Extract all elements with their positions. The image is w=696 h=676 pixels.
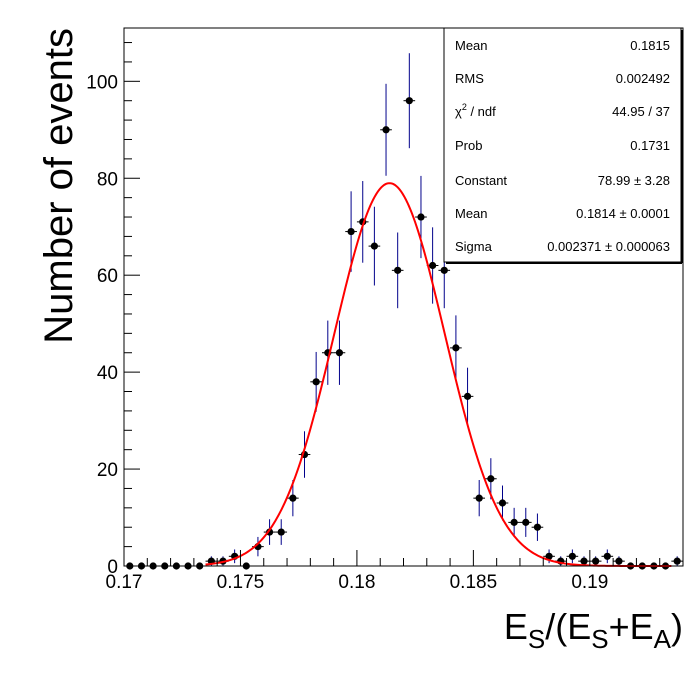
y-tick-label: 40 — [97, 363, 118, 384]
x-axis-title: ES/(ES+EA) — [504, 606, 683, 654]
data-point — [310, 351, 322, 412]
stats-label-fit-mean: Mean — [455, 206, 488, 221]
y-tick-label: 20 — [97, 460, 118, 481]
y-tick-label: 60 — [97, 266, 118, 287]
data-point — [333, 320, 346, 385]
stats-box: Mean 0.1815 RMS 0.002492 χ2 / ndf 44.95 … — [443, 27, 683, 264]
data-point — [275, 519, 288, 545]
data-marker — [615, 557, 623, 565]
data-marker — [533, 523, 542, 531]
data-point — [613, 556, 625, 566]
data-marker — [382, 126, 390, 134]
stats-label-prob: Prob — [455, 138, 482, 153]
data-marker — [394, 266, 402, 274]
data-marker — [522, 518, 530, 526]
data-point — [519, 507, 532, 537]
y-axis: 0 20 40 60 80 100 — [86, 42, 140, 578]
data-point — [589, 556, 602, 566]
y-axis-title: Number of events — [37, 28, 81, 344]
data-point — [566, 549, 579, 564]
data-point — [531, 513, 544, 541]
stats-value-fit-mean: 0.1814 ± 0.0001 — [576, 206, 670, 221]
data-point — [368, 206, 381, 286]
data-point — [287, 480, 299, 517]
stats-label-sigma: Sigma — [455, 239, 493, 254]
data-marker — [289, 494, 297, 502]
x-tick-label: 0.185 — [450, 572, 498, 593]
data-marker — [452, 344, 460, 352]
data-marker — [487, 475, 495, 483]
y-tick-label: 80 — [97, 169, 118, 190]
data-marker — [568, 552, 576, 560]
data-point — [415, 175, 427, 259]
x-axis: 0.17 0.175 0.18 0.185 0.19 — [106, 550, 684, 593]
y-tick-label: 0 — [107, 557, 118, 578]
data-point — [508, 507, 520, 537]
data-marker — [429, 261, 437, 270]
stats-value-rms: 0.002492 — [616, 71, 670, 86]
data-marker — [405, 97, 413, 105]
data-marker — [335, 349, 344, 357]
data-marker — [510, 518, 518, 526]
data-point — [403, 53, 416, 149]
data-point — [671, 556, 683, 566]
data-point — [380, 83, 392, 176]
data-layer — [124, 53, 683, 570]
data-marker — [417, 213, 425, 221]
data-marker — [370, 242, 378, 250]
stats-box-frame — [443, 27, 682, 263]
x-tick-label: 0.17 — [106, 572, 143, 593]
x-tick-label: 0.19 — [571, 572, 608, 593]
data-marker — [673, 557, 681, 565]
stats-value-constant: 78.99 ± 3.28 — [598, 173, 670, 188]
stats-value-sigma: 0.002371 ± 0.000063 — [547, 239, 670, 254]
data-marker — [347, 227, 355, 236]
stats-label-rms: RMS — [455, 71, 484, 86]
data-point — [345, 191, 357, 272]
y-tick-label: 100 — [86, 72, 118, 93]
data-marker — [603, 552, 611, 560]
data-marker — [580, 557, 588, 565]
x-tick-label: 0.18 — [338, 572, 375, 593]
stats-label-constant: Constant — [455, 173, 507, 188]
data-marker — [277, 528, 285, 536]
data-marker — [475, 494, 483, 502]
stats-label-mean: Mean — [455, 38, 488, 53]
data-marker — [312, 378, 320, 386]
data-marker — [592, 557, 600, 565]
data-point — [496, 485, 509, 521]
stats-value-prob: 0.1731 — [630, 138, 670, 153]
stats-label-chi2: χ2 / ndf — [455, 102, 496, 119]
data-marker — [440, 266, 448, 274]
stats-value-mean: 0.1815 — [630, 38, 670, 53]
data-marker — [545, 552, 553, 560]
data-point — [601, 549, 614, 564]
data-marker — [498, 499, 507, 507]
stats-value-chi2: 44.95 / 37 — [612, 104, 670, 119]
data-point — [461, 367, 474, 426]
data-marker — [463, 392, 472, 400]
x-tick-label: 0.175 — [217, 572, 265, 593]
data-point — [391, 232, 404, 309]
data-point — [450, 315, 462, 381]
data-point — [473, 480, 486, 517]
